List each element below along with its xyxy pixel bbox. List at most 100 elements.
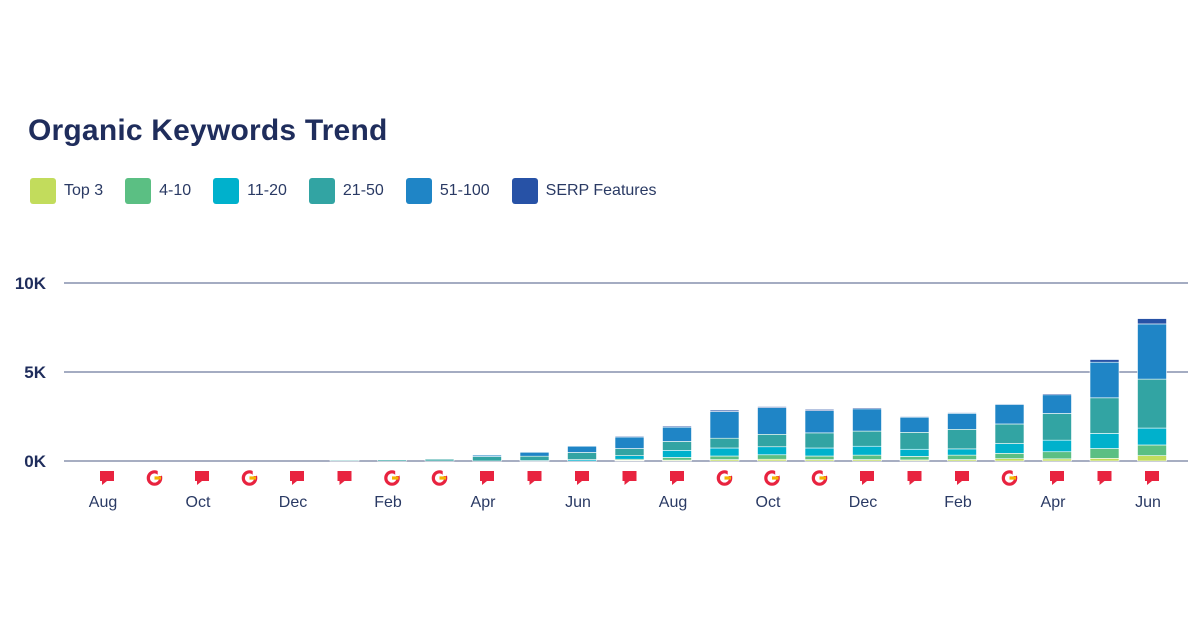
bar-segment bbox=[1137, 444, 1167, 456]
annotation-note-icon bbox=[622, 471, 637, 485]
bar-segment bbox=[614, 435, 645, 438]
annotation-note-icon bbox=[1050, 471, 1064, 485]
annotation-note-icon bbox=[480, 471, 494, 485]
y-tick-label: 5K bbox=[24, 363, 46, 382]
x-tick-label: Feb bbox=[944, 494, 972, 511]
bar-segment bbox=[757, 454, 787, 460]
google-update-icon-gap bbox=[775, 470, 780, 476]
legend-swatch-51-100 bbox=[405, 178, 432, 204]
google-update-icon-bar bbox=[249, 476, 256, 480]
x-tick-label: Dec bbox=[279, 494, 307, 511]
annotation-note-icon bbox=[1145, 471, 1159, 485]
bar-segment bbox=[899, 456, 930, 461]
bar-segment bbox=[899, 432, 930, 450]
google-update-icon-gap bbox=[252, 470, 257, 476]
bar-segment bbox=[472, 456, 502, 462]
bar-segment bbox=[899, 416, 930, 418]
bar-segment bbox=[757, 406, 787, 408]
bar-segment bbox=[472, 454, 502, 457]
annotation-note-icon bbox=[1097, 471, 1112, 485]
bar-segment bbox=[994, 404, 1025, 425]
google-update-icon-gap bbox=[727, 470, 732, 476]
bar-segment bbox=[852, 454, 882, 460]
google-update-icon-bar bbox=[1009, 476, 1016, 480]
annotation-note-icon bbox=[527, 471, 542, 485]
bar-segment bbox=[614, 455, 645, 460]
bar-segment bbox=[709, 409, 740, 412]
google-update-icon-bar bbox=[392, 476, 399, 480]
annotation-note-icon bbox=[670, 471, 684, 485]
legend-label-11-20: 11-20 bbox=[247, 182, 287, 199]
bar-segment bbox=[947, 412, 977, 414]
legend-item-11-20[interactable]: 11-20 bbox=[213, 178, 287, 204]
x-tick-label: Feb bbox=[374, 494, 402, 511]
annotation-note-icon bbox=[955, 471, 969, 485]
x-tick-label: Apr bbox=[471, 494, 497, 511]
legend-label-21-50: 21-50 bbox=[342, 182, 384, 199]
legend-label-4-10: 4-10 bbox=[159, 182, 192, 199]
bar-segment bbox=[1089, 458, 1120, 462]
annotation-note-icon bbox=[195, 471, 209, 485]
bar-segment bbox=[852, 408, 882, 432]
y-tick-label: 0K bbox=[24, 452, 46, 471]
legend-swatch-serp-features bbox=[511, 178, 538, 204]
annotation-note-icon bbox=[907, 471, 922, 485]
annotation-note-icon bbox=[575, 471, 589, 485]
legend-item-4-10[interactable]: 4-10 bbox=[125, 178, 191, 204]
annotation-note-icon bbox=[860, 471, 874, 485]
bar-segment bbox=[1042, 394, 1072, 414]
legend-item-51-100[interactable]: 51-100 bbox=[405, 178, 490, 204]
bar-segment bbox=[1137, 378, 1167, 429]
google-update-icon-bar bbox=[439, 476, 446, 480]
google-update-icon-gap bbox=[1012, 470, 1017, 476]
bar-segment bbox=[804, 410, 835, 434]
bar-segment bbox=[804, 432, 835, 449]
bar-segment bbox=[709, 437, 740, 449]
legend-label-top-3: Top 3 bbox=[64, 182, 104, 199]
bar-segment bbox=[994, 458, 1025, 462]
bar-segment bbox=[662, 441, 692, 451]
bar-segment bbox=[947, 454, 977, 460]
google-update-icon-gap bbox=[442, 470, 447, 476]
bar-segment bbox=[994, 403, 1025, 405]
x-tick-label: Dec bbox=[849, 494, 877, 511]
bar-segment bbox=[1137, 323, 1167, 380]
legend-swatch-21-50 bbox=[308, 178, 335, 204]
bar-segment bbox=[519, 451, 550, 457]
bar-segment bbox=[662, 425, 692, 428]
bar-segment bbox=[804, 447, 835, 457]
legend-item-top-3[interactable]: Top 3 bbox=[30, 178, 103, 204]
annotation-note-icon bbox=[100, 471, 114, 485]
google-update-icon-gap bbox=[395, 470, 400, 476]
bar-segment bbox=[994, 443, 1025, 454]
bar-segment bbox=[852, 407, 882, 410]
bar-segment bbox=[757, 407, 787, 435]
bar-segment bbox=[519, 455, 550, 461]
legend-swatch-4-10 bbox=[125, 178, 152, 204]
bar-segment bbox=[947, 448, 977, 456]
legend-swatch-top-3 bbox=[30, 178, 56, 204]
bar-segment bbox=[899, 448, 930, 457]
bar-segment bbox=[1137, 318, 1167, 325]
bar-segment bbox=[662, 450, 692, 458]
bar-segment bbox=[1089, 361, 1120, 399]
legend-item-serp-features[interactable]: SERP Features bbox=[511, 178, 657, 204]
bar-segment bbox=[377, 459, 407, 462]
bar-segment bbox=[994, 453, 1025, 459]
bar-segment bbox=[329, 459, 360, 462]
google-update-icon-bar bbox=[154, 476, 161, 480]
bar-segment bbox=[1042, 458, 1072, 462]
google-update-icon-bar bbox=[724, 476, 731, 480]
bar-segment bbox=[1042, 393, 1072, 396]
x-tick-label: Aug bbox=[659, 494, 687, 511]
legend-item-21-50[interactable]: 21-50 bbox=[308, 178, 384, 204]
bar-segment bbox=[662, 457, 692, 461]
bar-segment bbox=[852, 445, 882, 456]
bar-segment bbox=[947, 429, 977, 450]
bar-segment bbox=[947, 412, 977, 430]
legend-label-serp-features: SERP Features bbox=[545, 182, 657, 199]
bar-segment bbox=[757, 446, 787, 456]
annotation-note-icon bbox=[290, 471, 304, 485]
annotation-note-icon bbox=[337, 471, 352, 485]
bar-segment bbox=[662, 426, 692, 442]
